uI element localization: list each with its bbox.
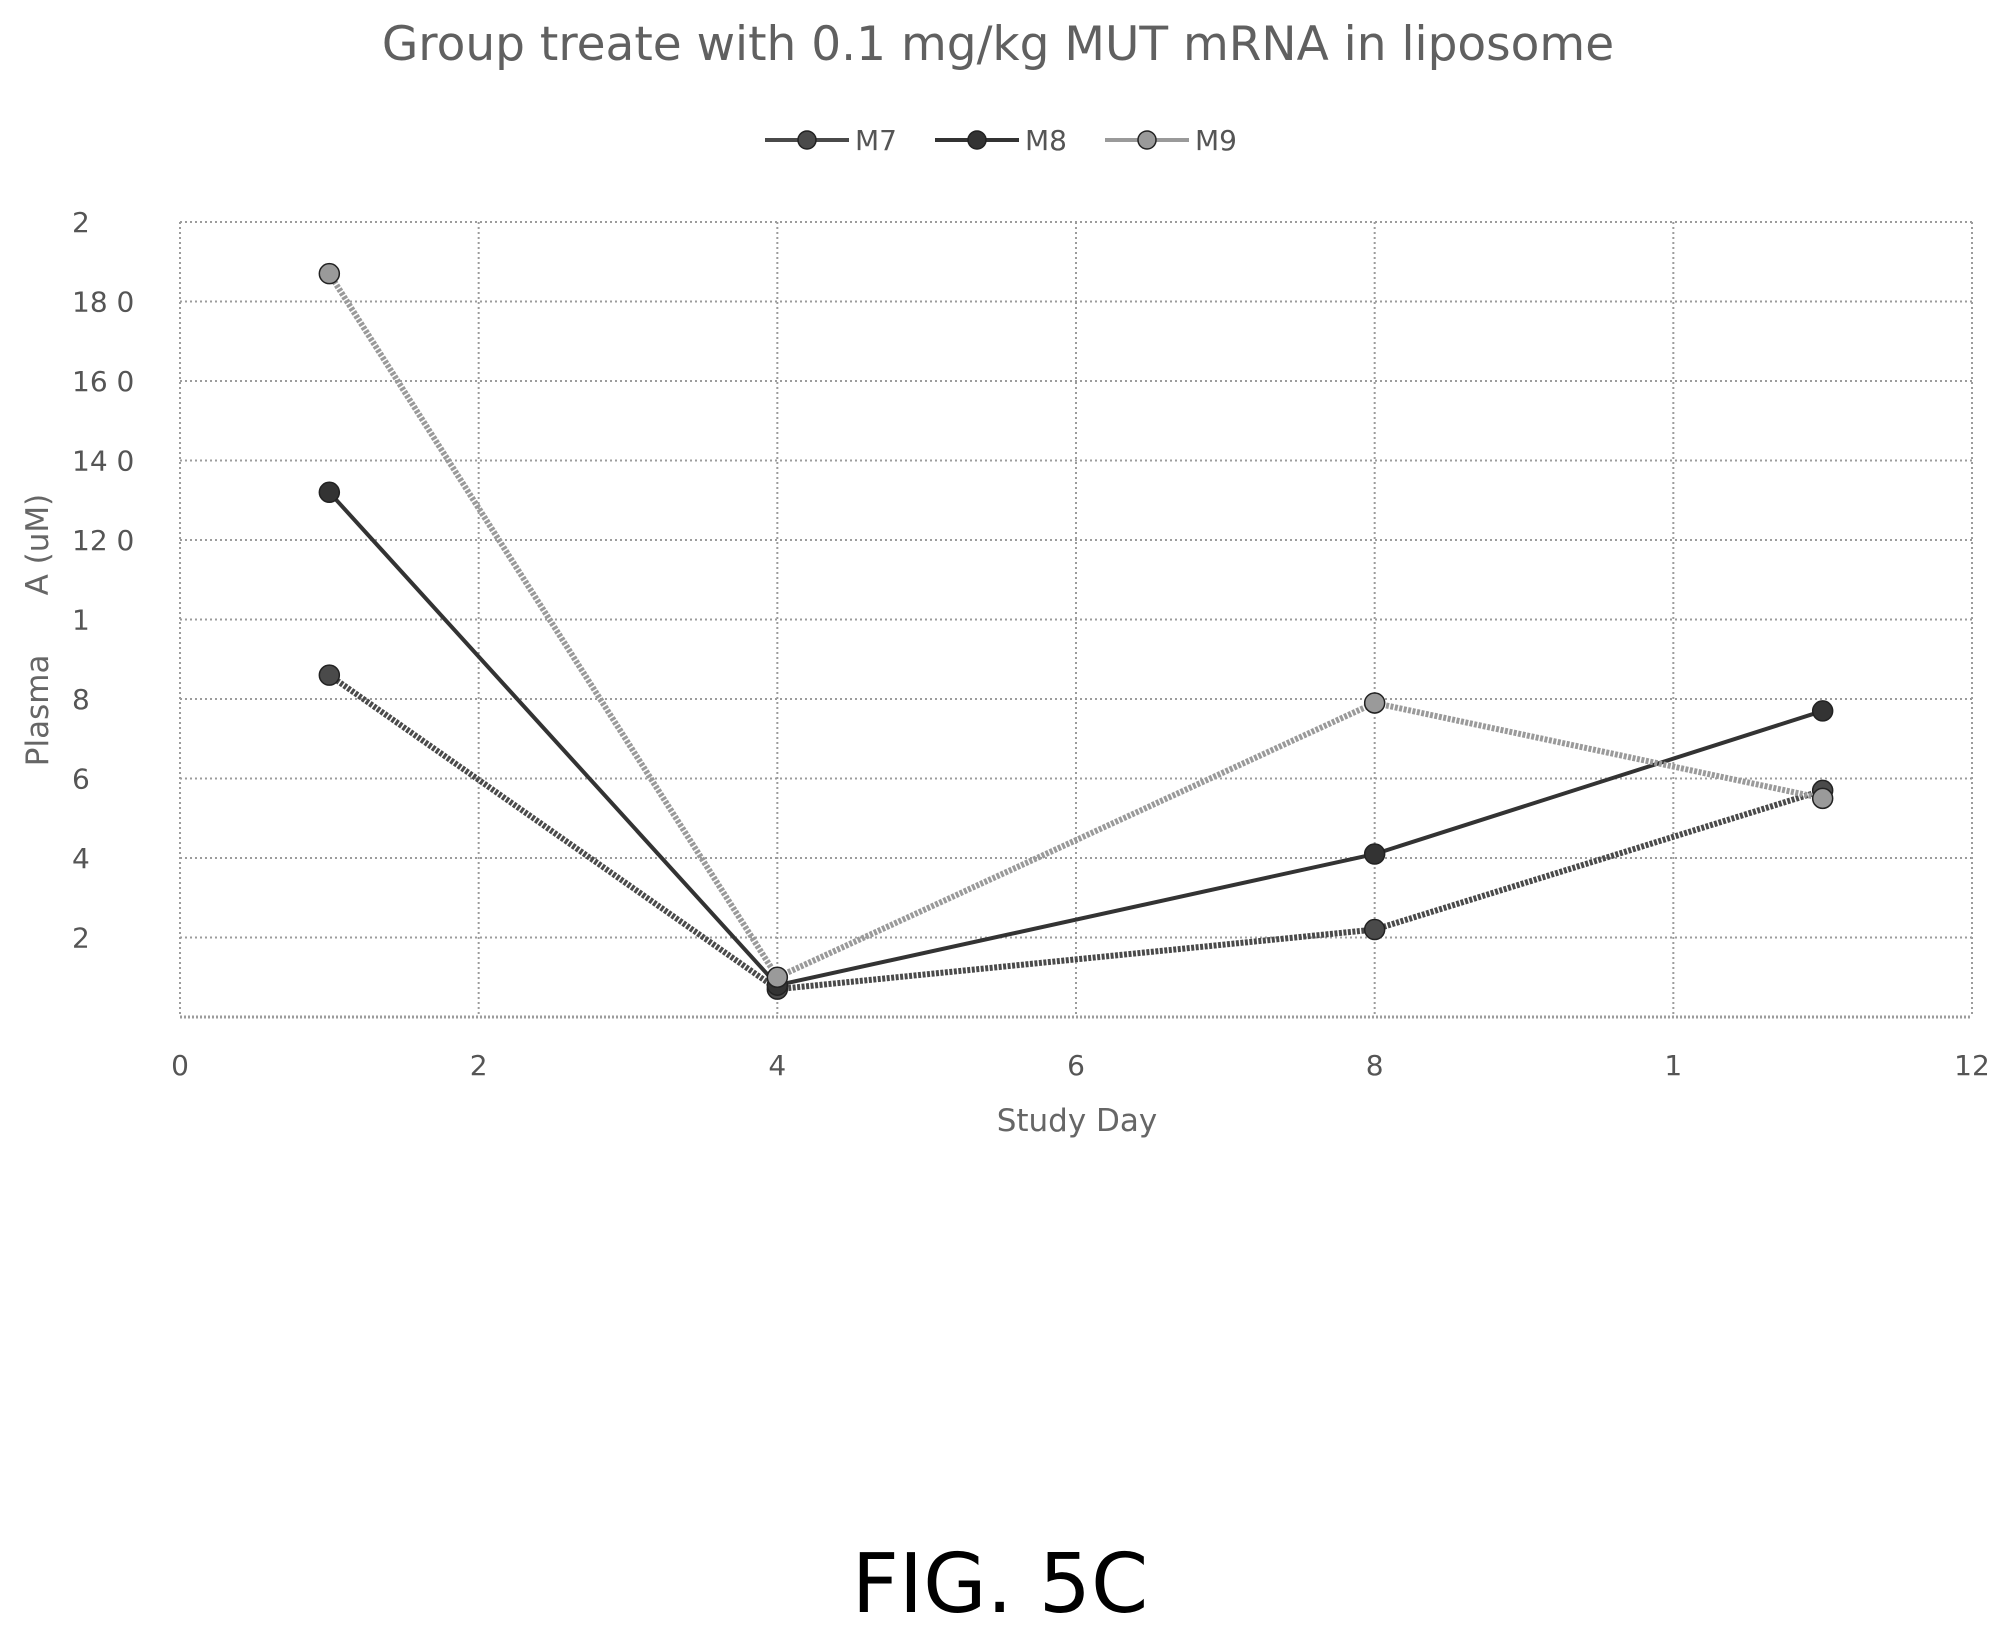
legend-label: M8 (1025, 124, 1067, 157)
x-tick-label: 1 (1664, 1049, 1682, 1082)
grid (179, 221, 1973, 1019)
x-axis-ticks: 0 2 4 6 8 1 12 (171, 1049, 1990, 1082)
chart-title: Group treate with 0.1 mg/kg MUT mRNA in … (382, 17, 1614, 72)
x-tick-label: 2 (470, 1049, 488, 1082)
x-tick-label: 4 (768, 1049, 786, 1082)
y-tick-label: 6 (72, 763, 90, 796)
x-tick-label: 12 (1954, 1049, 1990, 1082)
legend-item-m8: M8 (935, 124, 1067, 157)
legend-swatch-marker (1137, 130, 1157, 150)
data-point-m9 (1363, 692, 1386, 714)
data-point-m9 (1811, 787, 1834, 810)
series-m9 (318, 262, 1834, 988)
y-tick-label: 8 (72, 683, 90, 716)
y-tick-label: 12 0 (72, 524, 134, 557)
legend-swatch-marker (967, 130, 987, 150)
y-tick-label: 18 0 (72, 286, 134, 319)
data-point-m9 (318, 262, 341, 285)
data-point-m7 (1363, 918, 1386, 941)
series-line-m9 (326, 272, 1824, 982)
data-point-m7 (318, 664, 341, 686)
y-axis-title: Plasma A (uM) (20, 494, 56, 766)
y-tick-label: 2 (72, 206, 90, 239)
data-point-m8 (1811, 700, 1834, 722)
y-tick-label: 2 (72, 922, 90, 955)
legend: M7 M8 M9 (765, 124, 1237, 157)
legend-item-m9: M9 (1105, 124, 1237, 157)
series-line-m7 (327, 672, 1824, 993)
figure-caption: FIG. 5C (852, 1537, 1148, 1632)
x-tick-label: 8 (1366, 1049, 1384, 1082)
y-tick-label: 1 (72, 604, 90, 637)
y-tick-label: 14 0 (72, 445, 134, 478)
legend-swatch-marker (797, 130, 817, 150)
data-point-m8 (1363, 843, 1386, 865)
data-point-m9 (766, 966, 789, 988)
legend-item-m7: M7 (765, 124, 897, 157)
y-axis-ticks: 2 4 6 8 1 12 0 14 0 16 0 18 0 2 (72, 206, 134, 955)
y-tick-label: 4 (72, 842, 90, 875)
x-tick-label: 0 (171, 1049, 189, 1082)
legend-label: M7 (855, 124, 897, 157)
x-tick-label: 6 (1067, 1049, 1085, 1082)
series-line-m8 (327, 490, 1824, 988)
series-layer (318, 262, 1834, 1000)
y-tick-label: 16 0 (72, 365, 134, 398)
x-axis-title: Study Day (997, 1103, 1158, 1139)
data-point-m8 (318, 481, 341, 504)
legend-label: M9 (1195, 124, 1237, 157)
